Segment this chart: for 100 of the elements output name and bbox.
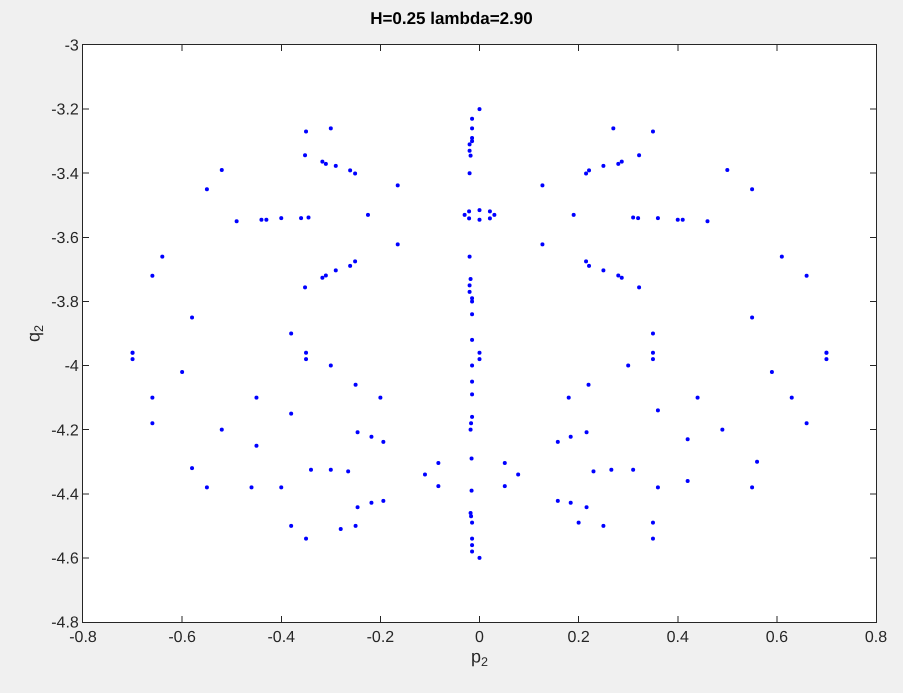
- point: [568, 434, 573, 439]
- point: [304, 536, 308, 541]
- y-tick-label: -4: [64, 358, 79, 376]
- point: [750, 485, 754, 490]
- point: [470, 536, 474, 541]
- point: [824, 357, 828, 362]
- point: [804, 421, 809, 426]
- point: [502, 484, 507, 488]
- point: [304, 130, 308, 134]
- point: [488, 216, 492, 220]
- point: [626, 364, 630, 368]
- point: [320, 160, 324, 164]
- point: [354, 524, 358, 528]
- point: [354, 382, 358, 387]
- point: [576, 520, 581, 525]
- point: [320, 276, 324, 280]
- x-axis-title: p$_{2}$: [470, 646, 488, 670]
- point: [656, 408, 660, 412]
- point: [190, 466, 194, 470]
- point: [353, 172, 358, 176]
- point: [470, 488, 474, 493]
- point: [470, 456, 474, 461]
- x-tick-label: -0.8: [69, 629, 97, 646]
- point: [470, 299, 474, 304]
- x-tick-label: -0.6: [168, 629, 196, 646]
- point: [396, 183, 400, 188]
- point: [720, 428, 724, 432]
- point: [656, 216, 660, 220]
- point: [334, 164, 338, 168]
- point: [601, 268, 606, 272]
- point: [750, 187, 754, 192]
- point: [540, 183, 544, 188]
- point: [334, 268, 338, 272]
- point: [328, 126, 333, 130]
- point: [470, 392, 474, 396]
- point: [566, 396, 571, 400]
- x-tick-label: 0.4: [666, 629, 689, 646]
- point: [470, 116, 474, 121]
- point: [396, 242, 400, 246]
- point: [470, 414, 474, 419]
- point: [516, 472, 520, 477]
- point: [180, 370, 184, 374]
- point: [289, 412, 294, 416]
- point: [556, 498, 560, 503]
- point: [470, 338, 474, 342]
- chart-title: H=0.25 lambda=2.90: [370, 8, 533, 28]
- point: [468, 171, 472, 176]
- point: [750, 315, 754, 320]
- point: [584, 259, 588, 264]
- point: [587, 264, 592, 268]
- point: [366, 212, 370, 217]
- point: [381, 440, 386, 444]
- point: [470, 296, 474, 300]
- point: [204, 187, 209, 192]
- point: [470, 520, 474, 525]
- point: [190, 315, 194, 320]
- point: [790, 396, 794, 400]
- point: [492, 212, 496, 217]
- y-tick-label: -4.4: [51, 486, 79, 504]
- point: [584, 172, 588, 176]
- point: [478, 357, 482, 362]
- point: [259, 218, 264, 222]
- point: [338, 527, 343, 532]
- point: [502, 461, 507, 465]
- point: [150, 421, 154, 426]
- point: [303, 153, 308, 158]
- point: [279, 485, 284, 490]
- point: [650, 350, 655, 355]
- point: [353, 259, 358, 264]
- point: [587, 168, 592, 172]
- point: [436, 461, 440, 465]
- point: [540, 242, 544, 246]
- point: [369, 434, 374, 439]
- point: [470, 136, 474, 140]
- point: [568, 500, 573, 505]
- point: [468, 277, 473, 282]
- point: [637, 153, 642, 158]
- point: [467, 209, 472, 214]
- point: [468, 142, 472, 146]
- point: [328, 364, 333, 368]
- point: [478, 208, 482, 212]
- point: [468, 511, 473, 516]
- x-tick-label: -0.4: [267, 629, 296, 646]
- point: [348, 264, 352, 268]
- point: [378, 396, 382, 400]
- point: [611, 126, 616, 130]
- point: [324, 162, 328, 166]
- point: [469, 421, 474, 426]
- y-tick-label: -3.6: [51, 230, 79, 247]
- point: [650, 332, 655, 336]
- point: [468, 148, 472, 153]
- point: [289, 332, 294, 336]
- point: [308, 468, 313, 472]
- point: [572, 212, 576, 217]
- point: [470, 139, 474, 144]
- point: [755, 460, 760, 464]
- point: [631, 215, 636, 220]
- point: [356, 505, 360, 510]
- x-tick-label: -0.2: [366, 629, 394, 646]
- point: [556, 440, 560, 444]
